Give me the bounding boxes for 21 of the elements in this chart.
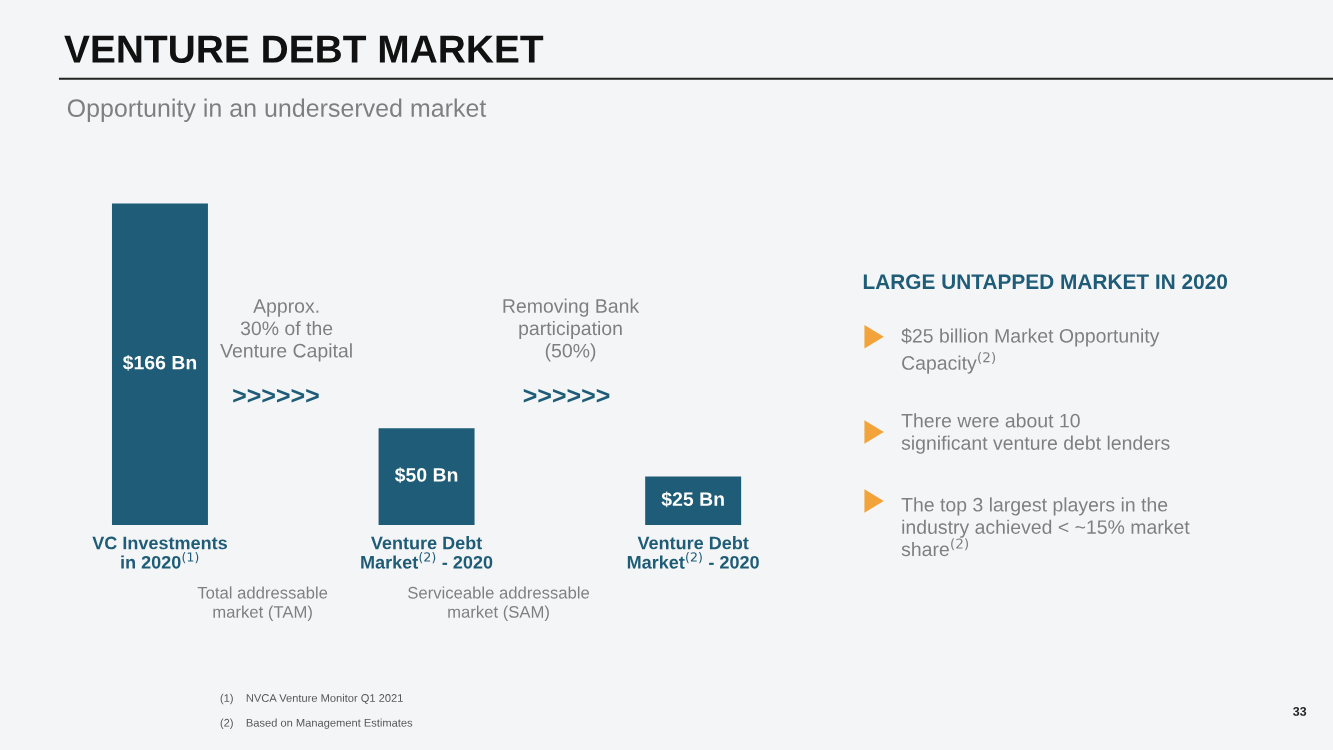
text: $25 billion Market Opportunity Capacity$^{(2)}$ bbox=[901, 328, 1160, 374]
text: Serviceable addressable market (SAM) bbox=[408, 586, 590, 622]
chart-subtitle: Opportunity in an underserved market bbox=[67, 98, 487, 122]
text: There were about 10 significant venture debt lenders bbox=[901, 413, 1170, 454]
x-tick-label: Venture Debt Market$^{(2)}$ - 2020 bbox=[627, 536, 759, 569]
data-label: $25 Bn bbox=[661, 491, 724, 508]
text: 33 bbox=[1293, 707, 1307, 716]
text: (1) NVCA Venture Monitor Q1 2021 bbox=[220, 693, 403, 705]
text: (2) Based on Management Estimates bbox=[220, 718, 413, 729]
x-tick-label: Venture Debt Market$^{(2)}$ - 2020 bbox=[361, 536, 493, 569]
chart-title: VENTURE DEBT MARKET bbox=[64, 35, 544, 63]
data-label: $50 Bn bbox=[394, 467, 458, 484]
text: The top 3 largest players in the industry achieved < ~15% market share$^{(2)}$ bbox=[901, 497, 1190, 557]
annotation: >>>>>> bbox=[523, 388, 610, 403]
text: Total addressable market (TAM) bbox=[197, 586, 328, 622]
text: LARGE UNTAPPED MARKET IN 2020 bbox=[863, 274, 1228, 290]
annotation: Removing Bank participation (50%) bbox=[503, 298, 640, 362]
annotation: >>>>>> bbox=[233, 388, 319, 403]
annotation: Approx. 30% of the Venture Capital bbox=[220, 299, 352, 362]
data-label: $166 Bn bbox=[122, 354, 197, 371]
x-tick-label: VC Investments in 2020$^{(1)}$ bbox=[92, 536, 227, 569]
